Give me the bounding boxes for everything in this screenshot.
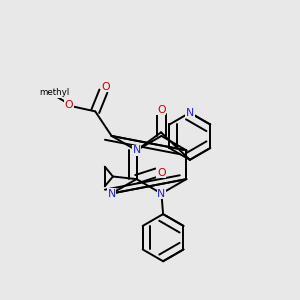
Text: O: O [102,82,110,92]
Text: N: N [107,188,116,199]
Text: O: O [157,168,166,178]
Text: N: N [132,145,141,155]
Text: O: O [157,105,166,115]
Text: N: N [157,188,166,199]
Text: O: O [65,100,74,110]
Text: N: N [186,108,194,118]
Text: methyl: methyl [39,88,69,97]
